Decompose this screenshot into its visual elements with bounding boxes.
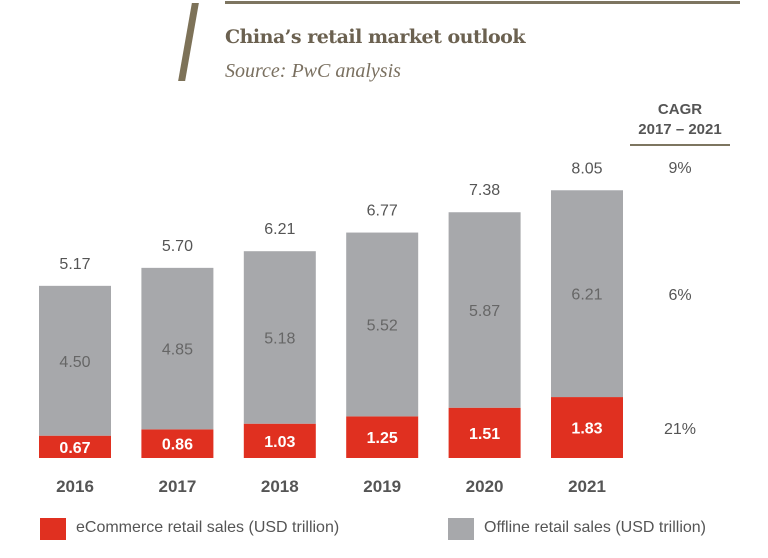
chart-source: Source: PwC analysis — [225, 60, 401, 82]
top-rule — [225, 1, 740, 4]
label-ecommerce-2018: 1.03 — [264, 434, 295, 451]
label-ecommerce-2021: 1.83 — [571, 421, 602, 438]
bar-ecommerce-2019 — [346, 416, 419, 458]
legend-swatch-offline — [448, 518, 474, 540]
label-ecommerce-2017: 0.86 — [162, 437, 193, 454]
label-offline-2020: 5.87 — [469, 303, 500, 320]
cagr-header: CAGR — [657, 101, 703, 118]
cagr-period: 2017 – 2021 — [638, 121, 722, 138]
bar-offline-2018 — [243, 251, 316, 424]
x-tick-2018: 2018 — [261, 477, 299, 496]
label-offline-2019: 5.52 — [367, 317, 398, 334]
cagr-offline: 6% — [668, 287, 692, 304]
x-tick-2021: 2021 — [568, 477, 606, 496]
bar-ecommerce-2018 — [243, 423, 316, 458]
label-ecommerce-2020: 1.51 — [469, 426, 500, 443]
label-offline-2017: 4.85 — [162, 342, 193, 359]
x-tick-2017: 2017 — [158, 477, 196, 496]
bar-ecommerce-2017 — [141, 429, 214, 458]
bar-offline-2016 — [39, 285, 111, 436]
label-total-2019: 6.77 — [367, 203, 398, 220]
chart-title: China’s retail market outlook — [225, 26, 526, 48]
legend-label-ecommerce: eCommerce retail sales (USD trillion) — [76, 519, 340, 536]
label-total-2018: 6.21 — [264, 221, 295, 238]
cagr-rule — [630, 144, 730, 146]
x-tick-2019: 2019 — [363, 477, 401, 496]
bar-ecommerce-2016 — [39, 435, 111, 458]
label-ecommerce-2019: 1.25 — [367, 430, 398, 447]
label-offline-2021: 6.21 — [571, 287, 602, 304]
bar-ecommerce-2020 — [448, 407, 521, 458]
x-tick-2016: 2016 — [56, 477, 94, 496]
bar-ecommerce-2021 — [551, 397, 623, 458]
bar-offline-2021 — [551, 190, 623, 398]
cagr-ecommerce: 21% — [663, 421, 697, 438]
label-total-2017: 5.70 — [162, 238, 193, 255]
label-ecommerce-2016: 0.67 — [59, 440, 90, 457]
label-total-2020: 7.38 — [469, 182, 500, 199]
legend-label-offline: Offline retail sales (USD trillion) — [484, 519, 706, 536]
label-offline-2018: 5.18 — [264, 330, 295, 347]
cagr-total: 9% — [668, 160, 692, 177]
legend-swatch-ecommerce — [40, 518, 66, 540]
label-offline-2016: 4.50 — [59, 354, 90, 371]
bar-offline-2017 — [141, 267, 214, 430]
label-total-2016: 5.17 — [59, 256, 90, 273]
label-total-2021: 8.05 — [571, 160, 602, 177]
bar-offline-2020 — [448, 212, 521, 408]
bar-offline-2019 — [346, 232, 419, 417]
x-tick-2020: 2020 — [466, 477, 504, 496]
